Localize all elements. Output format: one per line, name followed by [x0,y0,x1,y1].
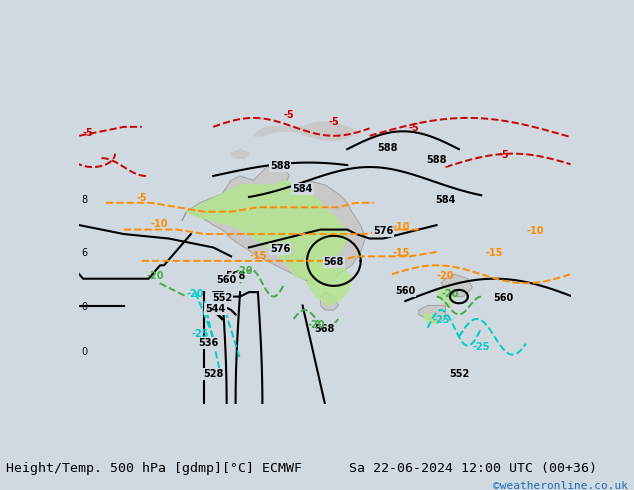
Polygon shape [418,306,446,323]
Text: 576: 576 [373,226,393,236]
Text: 588: 588 [270,161,290,172]
Polygon shape [186,180,347,279]
Text: 584: 584 [292,184,313,194]
Text: 568: 568 [314,324,335,334]
Text: Sa 22-06-2024 12:00 UTC (00+36): Sa 22-06-2024 12:00 UTC (00+36) [349,462,597,475]
Text: -5: -5 [328,117,339,126]
Polygon shape [437,288,455,306]
Text: 568: 568 [324,257,344,268]
Text: 552: 552 [449,369,469,379]
Text: 536: 536 [198,338,219,348]
Text: -5: -5 [136,193,147,202]
Text: -5: -5 [284,110,295,120]
Text: -10: -10 [392,221,410,232]
Text: -15: -15 [392,248,410,258]
Text: -25: -25 [191,329,209,339]
Text: -20: -20 [186,289,204,298]
Polygon shape [320,292,339,310]
Polygon shape [182,167,365,283]
Text: 0: 0 [82,302,87,312]
Text: -20: -20 [236,266,253,276]
Text: -20: -20 [307,320,325,330]
Text: 588: 588 [426,154,447,165]
Text: -5: -5 [409,123,420,133]
Text: 6: 6 [82,248,87,258]
Text: -25: -25 [472,342,490,352]
Text: 560: 560 [217,275,236,285]
Text: 552: 552 [212,293,232,303]
Text: -25: -25 [432,316,450,325]
Text: 576: 576 [270,244,290,254]
Text: -5: -5 [83,128,94,138]
Text: 560: 560 [395,286,415,296]
Text: 588: 588 [377,144,398,153]
Text: Height/Temp. 500 hPa [gdmp][°C] ECMWF: Height/Temp. 500 hPa [gdmp][°C] ECMWF [6,462,302,475]
Text: -5: -5 [498,150,509,160]
Polygon shape [307,261,352,306]
Text: 560: 560 [493,293,514,303]
Polygon shape [441,274,472,296]
Text: -20: -20 [146,270,164,281]
Text: 0: 0 [82,346,87,357]
Polygon shape [231,149,249,158]
Polygon shape [424,315,437,323]
Text: 544: 544 [205,304,226,314]
Polygon shape [254,122,356,140]
Text: -20: -20 [441,289,459,298]
Text: -15: -15 [249,250,267,261]
Text: ©weatheronline.co.uk: ©weatheronline.co.uk [493,481,628,490]
Text: -10: -10 [151,220,169,229]
Text: 8: 8 [82,195,87,205]
Text: -20: -20 [437,270,455,281]
Text: 584: 584 [436,195,456,205]
Text: -15: -15 [486,248,503,258]
Text: 568: 568 [226,270,246,281]
Text: 528: 528 [203,369,223,379]
Text: -10: -10 [526,226,543,236]
